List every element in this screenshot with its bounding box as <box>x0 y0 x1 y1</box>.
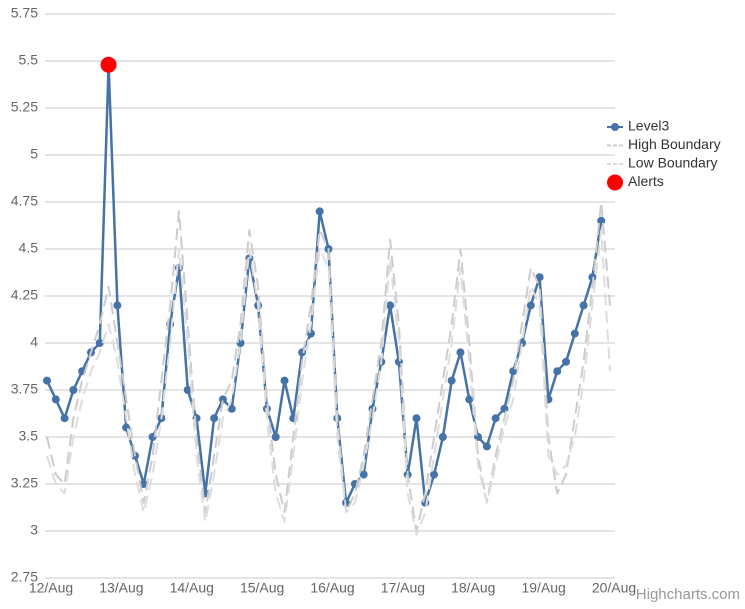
point <box>465 395 474 404</box>
x-tick-label: 20/Aug <box>592 580 636 596</box>
point <box>183 386 192 394</box>
y-tick-label: 4.5 <box>19 240 39 256</box>
legend-marker <box>611 123 619 131</box>
legend-marker <box>607 174 623 191</box>
point <box>359 470 368 479</box>
y-tick-label: 2.75 <box>11 569 38 585</box>
point <box>280 376 289 385</box>
x-tick-label: 12/Aug <box>29 580 73 596</box>
alert-point <box>100 56 117 73</box>
y-tick-label: 3.5 <box>19 428 39 444</box>
point <box>562 357 571 366</box>
point <box>113 301 122 310</box>
x-tick-label: 13/Aug <box>99 580 143 596</box>
point <box>482 442 491 451</box>
y-tick-label: 5.5 <box>19 52 39 68</box>
legend-item[interactable]: Low Boundary <box>628 155 718 171</box>
point <box>69 386 78 394</box>
x-tick-label: 18/Aug <box>451 580 495 596</box>
point <box>535 273 544 282</box>
legend: Level3 High Boundary Low Boundary Alerts <box>607 118 721 191</box>
point <box>447 376 456 385</box>
series-line <box>46 229 611 536</box>
point <box>139 480 148 488</box>
legend-item[interactable]: High Boundary <box>628 136 721 152</box>
y-tick-label: 3.25 <box>11 475 38 491</box>
series-line <box>46 201 611 532</box>
point <box>43 376 51 385</box>
point <box>500 404 509 413</box>
point <box>491 414 500 423</box>
series-line <box>45 63 603 505</box>
point <box>210 414 219 423</box>
point <box>60 414 69 423</box>
point <box>526 301 535 310</box>
point <box>51 395 60 404</box>
point <box>95 339 104 347</box>
legend-item[interactable]: Level3 <box>628 118 669 134</box>
point <box>438 433 447 441</box>
point <box>315 207 324 216</box>
y-tick-label: 3.75 <box>11 381 38 397</box>
x-tick-label: 14/Aug <box>170 580 214 596</box>
y-tick-label: 5 <box>30 146 38 162</box>
y-tick-label: 5.25 <box>11 99 38 115</box>
y-tick-label: 4.25 <box>11 287 38 303</box>
x-tick-label: 15/Aug <box>240 580 284 596</box>
point <box>271 433 280 441</box>
point <box>456 348 465 357</box>
y-tick-label: 3 <box>30 522 38 538</box>
x-tick-label: 17/Aug <box>381 580 425 596</box>
point <box>386 301 395 310</box>
point <box>306 329 315 338</box>
point <box>579 301 588 310</box>
point <box>430 470 439 479</box>
y-tick-label: 5.75 <box>11 5 38 21</box>
point <box>218 395 227 404</box>
point <box>412 414 421 423</box>
point <box>570 329 579 338</box>
y-tick-label: 4.75 <box>11 193 38 209</box>
y-tick-label: 4 <box>30 334 38 350</box>
point <box>227 404 236 413</box>
legend-item[interactable]: Alerts <box>628 173 664 189</box>
point <box>553 367 562 376</box>
x-tick-label: 19/Aug <box>521 580 565 596</box>
x-tick-label: 16/Aug <box>310 580 354 596</box>
credits[interactable]: Highcharts.com <box>636 586 740 603</box>
